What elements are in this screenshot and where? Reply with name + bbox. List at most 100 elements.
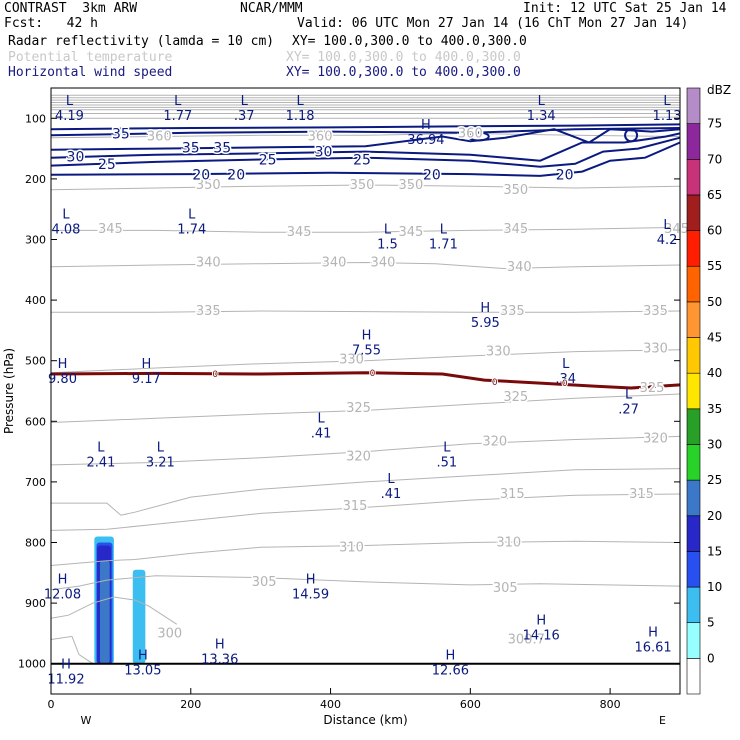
zero-line-label: 0 [562, 379, 568, 389]
colorbar-tick-label: 20 [707, 509, 722, 523]
extremum-marker: L1.77 [163, 94, 192, 124]
colorbar-tick-label: 45 [707, 331, 722, 345]
theta-label: 340 [322, 256, 347, 271]
x-tick-label: 400 [320, 698, 341, 711]
theta-contour [51, 468, 681, 516]
theta-label: 330 [486, 345, 511, 360]
y-tick-label: 200 [25, 173, 46, 186]
wind-label: 35 [182, 140, 200, 156]
wind-closed-contour [624, 128, 639, 143]
forecast-hour: Fcst: 42 h [4, 16, 98, 31]
extremum-type: L [663, 218, 671, 233]
extremum-type: L [443, 441, 451, 456]
colorbar-swatch [686, 408, 701, 445]
theta-label: 360 [147, 129, 172, 144]
extremum-value: .34 [555, 372, 576, 387]
wind-contour [50, 127, 681, 137]
extremum-type: H [215, 638, 225, 653]
extremum-value: 12.66 [432, 663, 469, 678]
y-tick-label: 1000 [18, 658, 46, 671]
valid-time: Valid: 06 UTC Mon 27 Jan 14 (16 ChT Mon … [297, 16, 689, 31]
colorbar-swatch [686, 301, 701, 338]
colorbar-tick-label: 35 [707, 402, 722, 416]
extremum-marker: L1.18 [286, 94, 315, 124]
colorbar-swatch [686, 265, 701, 303]
extremum-marker: L.34 [555, 357, 576, 387]
extremum-type: L [625, 387, 633, 402]
theta-contour [50, 493, 681, 531]
theta-label: 315 [629, 487, 654, 502]
theta-label: 310 [339, 540, 364, 555]
theta-label: 305 [252, 575, 277, 590]
extremum-type: L [562, 357, 570, 372]
theta-label: 345 [287, 225, 312, 240]
theta-contour [51, 226, 681, 233]
potential-temperature-contours [50, 94, 681, 665]
theta-label: 335 [500, 304, 525, 319]
wind-label: 35 [112, 126, 130, 142]
east-endpoint-label: E [659, 714, 666, 727]
colorbar-swatch [686, 444, 701, 481]
theta-contour [50, 596, 178, 625]
extremum-marker: H11.92 [47, 658, 84, 688]
colorbar-tick-label: 60 [707, 224, 722, 238]
extremum-type: H [421, 118, 431, 133]
extremum-marker: L.51 [437, 441, 458, 471]
theta-contour [50, 575, 681, 591]
colorbar-tick-label: 10 [707, 580, 722, 594]
field-3-name: Horizontal wind speed [8, 65, 173, 80]
theta-label: 335 [643, 304, 668, 319]
theta-label: 345 [503, 222, 528, 237]
theta-label: 340 [196, 256, 221, 271]
extremum-type: H [362, 328, 372, 343]
extremum-marker: L4.2 [657, 218, 678, 248]
extremum-value: 14.59 [292, 588, 329, 603]
extremum-value: 7.55 [352, 343, 381, 358]
colorbar-swatch [686, 87, 701, 124]
extremum-value: 1.18 [286, 109, 315, 124]
extremum-value: 1.77 [163, 109, 192, 124]
theta-label: 315 [343, 499, 368, 514]
theta-contour [50, 349, 681, 374]
colorbar-tick-label: 30 [707, 437, 722, 451]
colorbar-swatch [686, 622, 701, 659]
colorbar-swatch [686, 194, 701, 231]
extremum-marker: L4.19 [55, 94, 84, 124]
colorbar-tick-label: 5 [707, 616, 715, 630]
extremum-type: H [138, 648, 148, 663]
colorbar-tick-label: 75 [707, 117, 722, 131]
y-tick-label: 300 [25, 234, 46, 247]
zero-line-label: 0 [370, 369, 376, 379]
extremum-value: .41 [311, 427, 332, 442]
extremum-value: 1.71 [429, 237, 458, 252]
extremum-type: H [58, 357, 68, 372]
theta-label: 315 [500, 487, 525, 502]
zero-wind-line [50, 371, 681, 390]
theta-contour [50, 435, 681, 466]
extremum-type: L [241, 94, 249, 109]
extremum-type: L [538, 94, 546, 109]
extremum-marker: H7.55 [352, 328, 381, 358]
colorbar-swatch [686, 337, 701, 374]
org-label: NCAR/MMM [240, 1, 303, 16]
y-tick-label: 100 [25, 112, 46, 125]
theta-label: 325 [503, 390, 528, 405]
extremum-type: L [440, 222, 448, 237]
y-tick-label: 500 [25, 355, 46, 368]
extremum-marker: H16.61 [634, 625, 671, 655]
extremum-marker: L1.5 [377, 222, 398, 252]
colorbar-swatch [686, 158, 701, 196]
theta-contour [51, 310, 681, 313]
theta-contour [51, 116, 681, 119]
extremum-marker: H9.17 [132, 357, 161, 387]
extremum-value: 1.74 [177, 222, 206, 237]
theta-label: 300 [157, 626, 182, 641]
extremum-marker: L1.13 [653, 94, 682, 124]
extremum-marker: L.41 [311, 412, 332, 442]
colorbar-tick-label: 65 [707, 188, 722, 202]
extremum-type: H [480, 301, 490, 316]
extremum-value: 4.2 [657, 233, 678, 248]
extremum-value: .37 [234, 109, 255, 124]
extremum-type: L [62, 207, 70, 222]
theta-label: 325 [346, 401, 371, 416]
